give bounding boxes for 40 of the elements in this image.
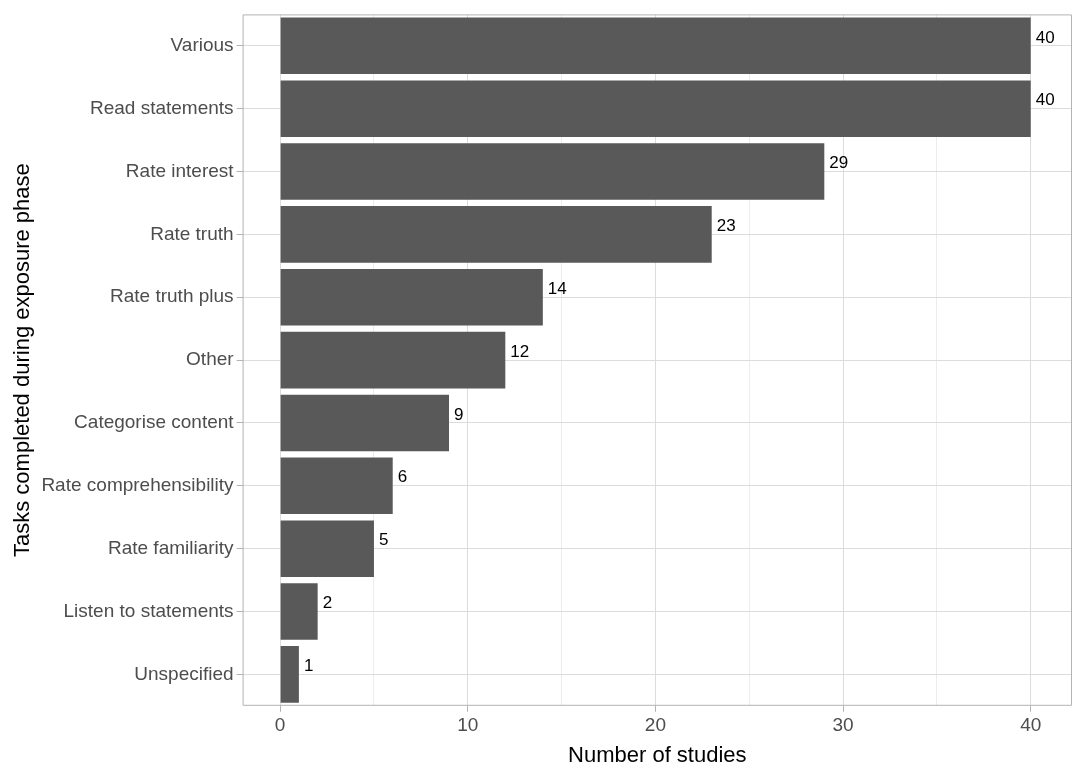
data-label: 12 [510, 341, 530, 361]
bar [280, 394, 450, 452]
data-label: 40 [1035, 90, 1055, 110]
y-tick-label: Rate truth plus [110, 285, 234, 307]
y-axis-title: Tasks completed during exposure phase [9, 163, 35, 557]
data-label: 14 [547, 278, 567, 298]
bar [280, 80, 1031, 137]
y-tick-label: Rate familiarity [107, 536, 235, 558]
bar [280, 646, 299, 703]
data-label: 6 [397, 467, 408, 487]
bar [280, 457, 393, 515]
data-label: 5 [378, 530, 389, 550]
data-label: 29 [829, 153, 849, 173]
data-label: 2 [322, 593, 333, 613]
y-tick-label: Rate truth [150, 222, 234, 244]
data-label: 40 [1035, 27, 1055, 47]
bar [280, 583, 318, 640]
bar [280, 17, 1031, 75]
data-label: 23 [716, 216, 736, 236]
bar [280, 143, 825, 200]
y-tick-label: Rate comprehensibility [41, 474, 235, 496]
y-tick-label: Rate interest [125, 159, 235, 181]
x-tick-label: 20 [644, 714, 666, 736]
data-label: 9 [454, 404, 464, 424]
y-tick-label: Unspecified [134, 662, 234, 684]
bar [280, 206, 712, 263]
x-axis-title: Number of studies [568, 741, 747, 767]
y-tick-label: Other [186, 348, 235, 370]
bar [280, 331, 506, 389]
y-tick-label: Various [170, 34, 234, 56]
bar [280, 268, 543, 326]
y-tick-label: Listen to statements [63, 599, 234, 621]
y-tick-label: Read statements [89, 96, 234, 118]
y-tick-label: Categorise content [74, 411, 235, 433]
data-label: 1 [303, 656, 314, 676]
x-tick-label: 10 [457, 714, 479, 736]
x-tick-label: 30 [832, 714, 854, 736]
x-tick-label: 40 [1020, 714, 1042, 736]
x-tick-label: 0 [274, 714, 286, 736]
bar [280, 520, 374, 577]
